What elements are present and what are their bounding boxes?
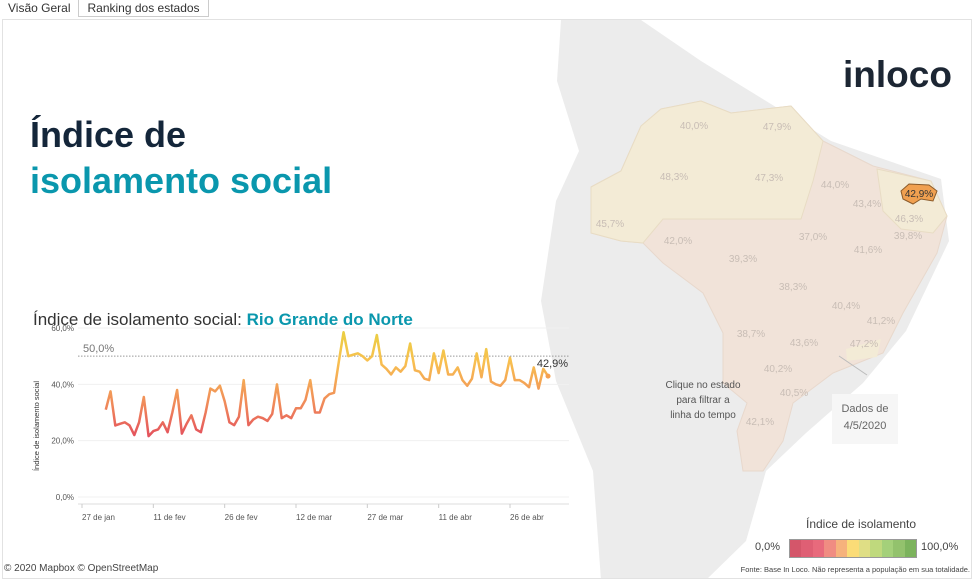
state-label[interactable]: 40,4%	[832, 301, 860, 312]
state-label[interactable]: 44,0%	[821, 180, 849, 191]
x-tick-label: 12 de mar	[296, 513, 332, 522]
state-label[interactable]: 43,6%	[790, 338, 818, 349]
inloco-logo: inloco	[843, 54, 952, 95]
map-hint-line: Clique no estado	[665, 380, 741, 391]
state-label[interactable]: 47,3%	[755, 173, 783, 184]
state-label[interactable]: 47,2%	[850, 339, 878, 350]
map-hint-line: para filtrar a	[676, 395, 730, 406]
legend-min: 0,0%	[755, 541, 781, 553]
last-data-point[interactable]	[545, 373, 551, 379]
legend-title: Índice de isolamento	[806, 517, 917, 531]
source-note: Fonte: Base In Loco. Não representa a po…	[740, 565, 970, 574]
state-label[interactable]: 38,3%	[779, 282, 807, 293]
legend-swatch	[858, 540, 871, 557]
y-tick-label: 40,0%	[51, 380, 74, 389]
legend-max: 100,0%	[921, 541, 959, 553]
brazil-map[interactable]: 40,0% 47,9% 48,3% 47,3% 45,7% 42,0% 44,0% 43,4%…	[3, 20, 972, 579]
y-axis-title: Índice de isolamento social	[32, 381, 41, 471]
x-tick-label: 26 de fev	[225, 513, 258, 522]
tab-bar: Visão Geral Ranking dos estados	[0, 0, 209, 17]
y-tick-label: 60,0%	[51, 324, 74, 333]
state-label[interactable]: 37,0%	[799, 232, 827, 243]
legend-swatch	[801, 540, 813, 557]
state-label[interactable]: 46,3%	[895, 214, 923, 225]
state-label[interactable]: 39,3%	[729, 254, 757, 265]
chart-title: Índice de isolamento social: Rio Grande …	[33, 310, 413, 330]
legend-swatch	[893, 540, 905, 557]
x-tick-label: 11 de fev	[153, 513, 185, 522]
y-tick-label: 0,0%	[56, 493, 74, 502]
map-hint-line: linha do tempo	[670, 410, 736, 421]
map-hint: Clique no estado para filtrar a linha do…	[653, 378, 753, 423]
page-title-line2: isolamento social	[30, 160, 333, 201]
state-label[interactable]: 43,4%	[853, 199, 881, 210]
x-tick-label: 27 de jan	[82, 513, 115, 522]
legend-swatch	[812, 540, 825, 557]
chart-title-prefix: Índice de isolamento social:	[33, 310, 247, 329]
date-box: Dados de 4/5/2020	[832, 394, 898, 444]
x-tick-label: 27 de mar	[367, 513, 403, 522]
state-label[interactable]: 42,1%	[746, 417, 774, 428]
x-tick-label: 26 de abr	[510, 513, 544, 522]
state-label[interactable]: 40,5%	[780, 388, 808, 399]
selected-state-label[interactable]: 42,9%	[905, 189, 933, 200]
state-label[interactable]: 41,6%	[854, 245, 882, 256]
brazil-north-region[interactable]	[590, 100, 824, 244]
state-label[interactable]: 42,0%	[664, 236, 692, 247]
last-value-label: 42,9%	[537, 358, 568, 370]
brazil-se-coast[interactable]	[846, 339, 881, 361]
state-label[interactable]: 41,2%	[867, 316, 895, 327]
dashboard-panel: 40,0% 47,9% 48,3% 47,3% 45,7% 42,0% 44,0% 43,4%…	[2, 19, 972, 579]
state-label[interactable]: 38,7%	[737, 329, 765, 340]
state-label[interactable]: 39,8%	[894, 231, 922, 242]
x-tick-label: 11 de abr	[439, 513, 473, 522]
legend-swatch	[835, 540, 848, 557]
selected-state-rio-grande-do-norte[interactable]	[900, 183, 938, 205]
reference-line-label: 50,0%	[83, 343, 114, 355]
date-box-value: 4/5/2020	[843, 420, 887, 432]
map-attribution[interactable]: © 2020 Mapbox © OpenStreetMap	[4, 563, 159, 574]
color-legend	[789, 539, 917, 558]
legend-swatch	[790, 540, 802, 557]
isolation-series-line[interactable]	[104, 330, 550, 438]
y-tick-label: 20,0%	[51, 437, 74, 446]
legend-swatch	[881, 540, 894, 557]
state-label[interactable]: 47,9%	[763, 122, 791, 133]
tab-visao-geral[interactable]: Visão Geral	[0, 0, 79, 17]
chart-title-state: Rio Grande do Norte	[246, 310, 413, 329]
isolation-line-chart: 0,0% 20,0% 40,0% 60,0% 27 de jan 11 de fev 26 …	[32, 324, 569, 522]
date-callout-line	[838, 355, 868, 376]
legend-swatch	[904, 540, 916, 557]
tab-ranking-estados[interactable]: Ranking dos estados	[78, 0, 209, 17]
state-label[interactable]: 40,0%	[680, 121, 708, 132]
legend-swatch	[870, 540, 882, 557]
state-label[interactable]: 45,7%	[596, 219, 624, 230]
date-box-label: Dados de	[841, 403, 889, 415]
state-label[interactable]: 40,2%	[764, 364, 792, 375]
state-label[interactable]: 48,3%	[660, 172, 688, 183]
legend-swatch	[824, 540, 836, 557]
legend-swatch	[847, 540, 859, 557]
page-title-line1: Índice de	[30, 114, 187, 155]
